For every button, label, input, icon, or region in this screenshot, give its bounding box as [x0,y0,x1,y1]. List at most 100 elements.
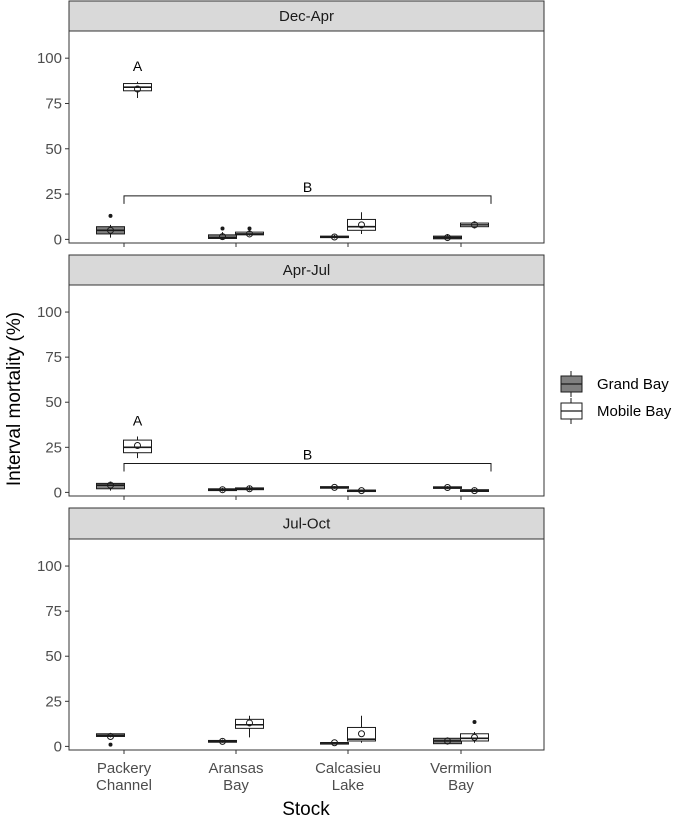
box-mobile-bay [460,221,489,229]
box-mean-marker [444,737,451,745]
y-tick-label: 25 [45,693,62,710]
facet-strip [68,507,545,540]
y-tick-label: 100 [37,50,62,67]
box-mean-marker [358,730,365,738]
facet-panel: Apr-Jul 0 25 50 75 100 A B [37,254,545,501]
box-mobile-bay [460,720,489,743]
y-tick-label: 100 [37,558,62,575]
facet-strip-label: Jul-Oct [283,516,331,533]
box-mobile-bay [460,487,489,495]
x-tick-label: Packery Channel [96,760,152,794]
box-mean-marker [219,737,226,745]
x-axis-title: Stock [282,799,330,820]
x-tick-label: Aransas Bay [208,760,263,794]
plot-border [68,30,545,244]
box-grand-bay [208,737,237,745]
plot-border [68,284,545,497]
legend: Grand Bay Mobile Bay [560,371,672,424]
significance-label: A [133,58,143,74]
x-tick-label-line: Bay [223,777,249,794]
box-grand-bay [433,484,462,492]
box-mean-marker [471,221,478,229]
box-mean-marker [134,85,141,93]
box-outlier [247,226,252,231]
box-mean-marker [134,442,141,450]
box-mean-marker [219,486,226,494]
box-grand-bay [433,737,462,745]
x-tick-label: Calcasieu Lake [315,760,381,794]
y-tick-label: 50 [45,394,62,411]
box-mean-marker [331,739,338,747]
x-tick-label-line: Channel [96,777,152,794]
y-axis-title: Interval mortality (%) [4,312,25,486]
box-mean-marker [246,719,253,727]
significance-bracket: B [123,447,492,472]
box-body [460,733,489,742]
bracket-line [123,463,492,472]
legend-key [560,398,583,424]
legend-label: Mobile Bay [597,403,672,420]
y-tick-label: 0 [54,484,62,501]
x-tick-labels: Packery Channel Aransas Bay Calcasieu Lake Ver… [96,760,492,794]
box-mean-marker [358,221,365,229]
box-mean-marker [219,233,226,241]
y-tick-label: 25 [45,439,62,456]
box-mean-marker [444,484,451,492]
significance-label: B [303,447,312,463]
box-mobile-bay [347,212,376,234]
box-body [96,482,125,490]
facet-strip-label: Apr-Jul [283,262,331,279]
box-grand-bay [320,233,349,241]
box-mean-marker [107,732,114,740]
box-mobile-bay [123,436,152,459]
box-grand-bay [208,226,237,241]
y-tick-label: 25 [45,186,62,203]
y-tick-label: 0 [54,738,62,755]
box-mean-marker [471,487,478,495]
box-mean-marker [246,485,253,493]
x-tick-label-line: Lake [332,777,365,794]
x-tick-label-line: Calcasieu [315,760,381,777]
facet-panels: Dec-Apr 0 25 50 75 100 A B Apr-Jul 0 25 50 75 100 A B Ju… [37,0,545,755]
box-mean-marker [444,234,451,242]
box-mean-marker [107,226,114,234]
y-tick-label: 75 [45,95,62,112]
y-tick-label: 75 [45,349,62,366]
box-outlier [108,742,113,747]
box-body [208,234,237,239]
x-tick-label-line: Packery [97,760,152,777]
box-mobile-bay [123,81,152,99]
box-mean-marker [246,230,253,238]
facet-panel: Dec-Apr 0 25 50 75 100 A B [37,0,545,248]
box-body [235,718,264,729]
box-grand-bay [96,732,125,747]
box-grand-bay [96,213,125,238]
box-body [123,439,152,454]
y-tick-label: 50 [45,648,62,665]
box-mean-marker [331,483,338,491]
x-tick-label-line: Bay [448,777,474,794]
x-tick-label: Vermilion Bay [430,760,492,794]
box-mobile-bay [235,715,264,738]
plot-border [68,538,545,751]
plot-background [69,285,544,496]
box-outlier [108,213,113,218]
box-grand-bay [320,739,349,747]
y-tick-label: 100 [37,304,62,321]
y-tick-label: 75 [45,603,62,620]
box-mobile-bay [235,485,264,493]
box-mean-marker [471,733,478,741]
box-grand-bay [433,233,462,242]
box-grand-bay [320,483,349,491]
significance-label: B [303,179,312,195]
facet-panel: Jul-Oct 0 25 50 75 100 [37,507,545,755]
box-mean-marker [358,487,365,495]
significance-bracket: B [123,179,492,204]
bracket-line [123,195,492,204]
box-mean-marker [331,233,338,241]
facet-strip-label: Dec-Apr [279,8,334,25]
box-mobile-bay [347,487,376,495]
legend-key [560,371,583,397]
box-mean-marker [107,481,114,489]
